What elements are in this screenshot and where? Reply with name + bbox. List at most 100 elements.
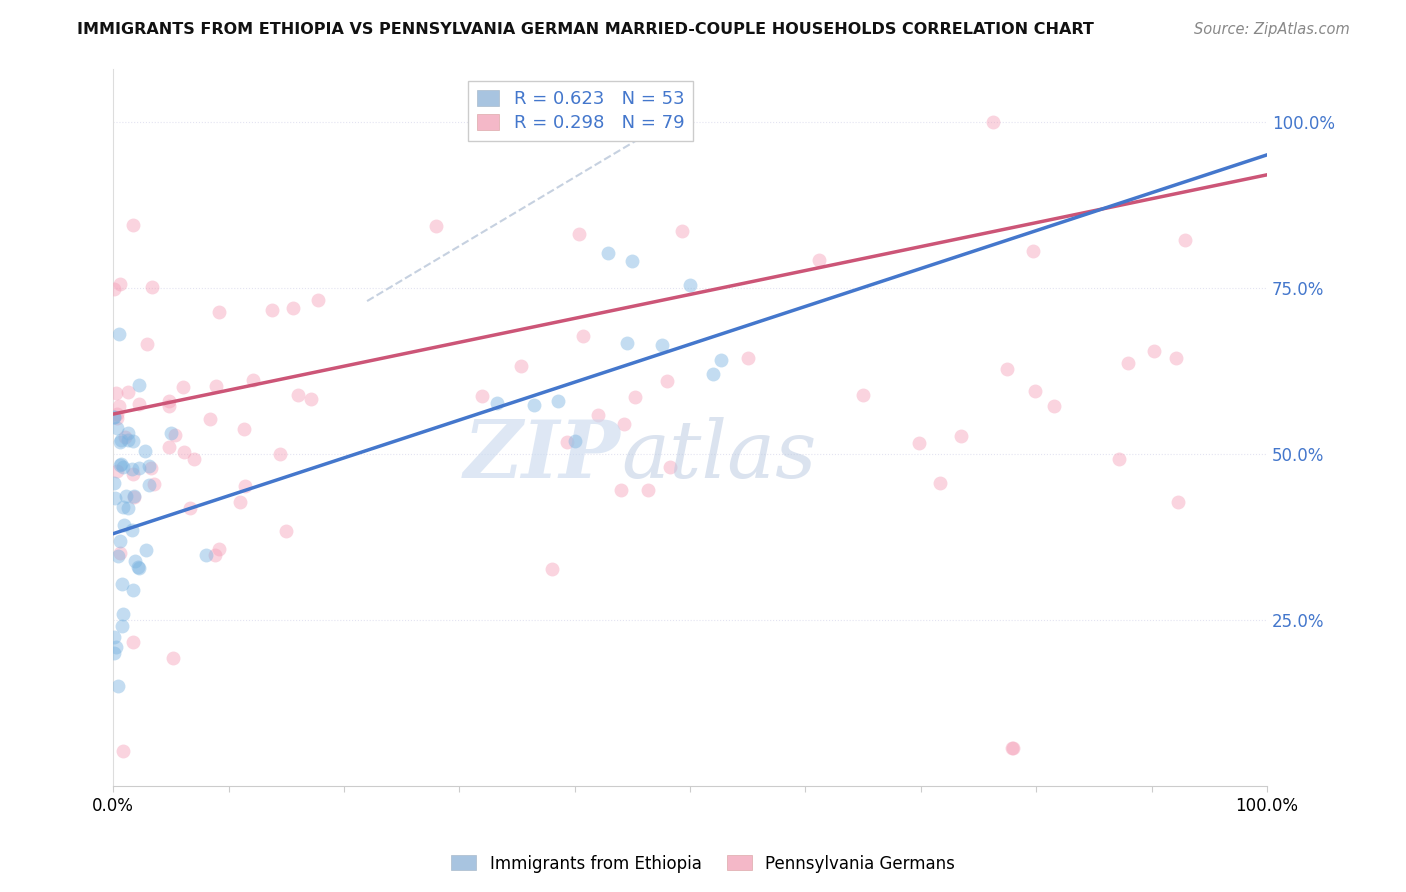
Point <box>105 410 128 425</box>
Point <box>162 651 184 665</box>
Point <box>111 619 134 633</box>
Point <box>108 277 131 291</box>
Point <box>671 224 693 238</box>
Point <box>128 461 150 475</box>
Text: atlas: atlas <box>621 417 817 495</box>
Point <box>651 338 673 352</box>
Point <box>179 501 201 516</box>
Point <box>710 353 733 368</box>
Point <box>122 583 145 598</box>
Point <box>808 252 831 267</box>
Point <box>121 219 143 233</box>
Point <box>486 396 509 410</box>
Point <box>105 407 128 421</box>
Point <box>163 428 186 442</box>
Point <box>173 445 195 459</box>
Point <box>572 329 595 343</box>
Point <box>679 277 702 292</box>
Point <box>121 523 143 537</box>
Point <box>287 387 309 401</box>
Point <box>121 467 143 482</box>
Point <box>107 549 129 564</box>
Point <box>1118 357 1140 371</box>
Point <box>621 253 644 268</box>
Point <box>610 483 633 497</box>
Point <box>124 490 146 504</box>
Point <box>235 479 257 493</box>
Point <box>242 373 264 387</box>
Point <box>1108 451 1130 466</box>
Point <box>139 461 162 475</box>
Point <box>204 548 226 562</box>
Point <box>138 478 160 492</box>
Point <box>157 394 180 409</box>
Point <box>1024 384 1046 398</box>
Point <box>510 359 533 373</box>
Point <box>103 410 125 425</box>
Point <box>995 361 1018 376</box>
Point <box>908 436 931 450</box>
Point <box>128 378 150 392</box>
Point <box>299 392 322 406</box>
Point <box>121 462 143 476</box>
Point <box>637 483 659 497</box>
Point <box>523 398 546 412</box>
Point <box>117 501 139 516</box>
Point <box>207 541 229 556</box>
Point <box>122 489 145 503</box>
Point <box>117 425 139 440</box>
Point <box>127 559 149 574</box>
Point <box>262 302 284 317</box>
Point <box>111 576 134 591</box>
Point <box>1001 740 1024 755</box>
Point <box>117 434 139 448</box>
Point <box>1142 343 1164 358</box>
Point <box>103 646 125 660</box>
Point <box>103 410 125 425</box>
Point <box>183 452 205 467</box>
Point <box>555 435 578 450</box>
Point <box>108 399 131 413</box>
Point <box>229 494 252 508</box>
Point <box>104 640 127 655</box>
Point <box>110 458 132 472</box>
Point <box>105 421 128 435</box>
Point <box>702 367 724 381</box>
Point <box>852 387 875 401</box>
Point <box>124 554 146 568</box>
Point <box>616 335 638 350</box>
Point <box>1021 244 1043 258</box>
Point <box>135 542 157 557</box>
Legend: Immigrants from Ethiopia, Pennsylvania Germans: Immigrants from Ethiopia, Pennsylvania G… <box>444 848 962 880</box>
Point <box>108 533 131 548</box>
Point <box>105 386 128 401</box>
Point <box>1002 741 1025 756</box>
Point <box>1043 399 1066 413</box>
Point <box>547 393 569 408</box>
Point <box>981 114 1004 128</box>
Legend: R = 0.623   N = 53, R = 0.298   N = 79: R = 0.623 N = 53, R = 0.298 N = 79 <box>468 81 693 141</box>
Point <box>104 491 127 506</box>
Point <box>157 400 180 414</box>
Point <box>135 336 157 351</box>
Point <box>307 293 329 307</box>
Point <box>283 301 305 315</box>
Point <box>141 280 163 294</box>
Point <box>269 446 291 460</box>
Point <box>198 412 221 426</box>
Point <box>623 390 645 404</box>
Text: ZIP: ZIP <box>464 417 621 495</box>
Point <box>108 327 131 342</box>
Point <box>172 379 194 393</box>
Point <box>108 458 131 472</box>
Point <box>586 408 609 422</box>
Point <box>103 282 125 296</box>
Point <box>112 744 135 758</box>
Text: IMMIGRANTS FROM ETHIOPIA VS PENNSYLVANIA GERMAN MARRIED-COUPLE HOUSEHOLDS CORREL: IMMIGRANTS FROM ETHIOPIA VS PENNSYLVANIA… <box>77 22 1094 37</box>
Point <box>110 546 132 560</box>
Point <box>157 440 180 454</box>
Point <box>128 397 150 411</box>
Point <box>208 305 231 319</box>
Point <box>114 430 136 444</box>
Point <box>471 389 494 403</box>
